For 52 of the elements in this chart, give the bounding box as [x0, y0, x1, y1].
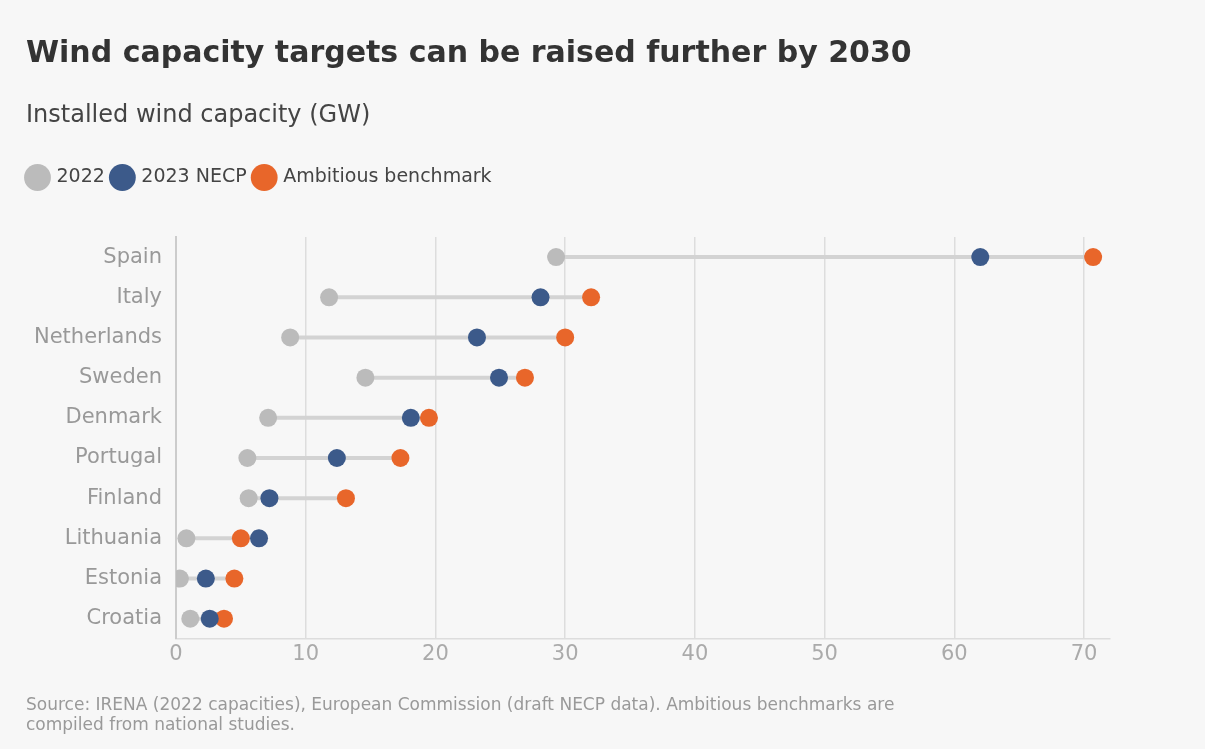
- point: [419, 408, 438, 427]
- point: [490, 368, 509, 387]
- y-tick-label: Estonia: [84, 564, 163, 589]
- point: [225, 569, 244, 588]
- point: [196, 569, 215, 588]
- x-tick-label: 40: [681, 640, 709, 665]
- point: [582, 288, 601, 307]
- point: [467, 328, 486, 347]
- point: [401, 408, 420, 427]
- x-tick-label: 10: [292, 640, 320, 665]
- x-tick-label: 20: [422, 640, 449, 665]
- point: [971, 248, 990, 267]
- y-tick-label: Sweden: [79, 364, 163, 389]
- point: [238, 448, 257, 467]
- point: [259, 408, 278, 427]
- chart-title: Wind capacity targets can be raised further by 2030: [26, 34, 912, 69]
- x-tick-label: 30: [551, 640, 579, 665]
- source-note: Source: IRENA (2022 capacities), European Commission (draft NECP data). Ambitious benchmarks are compiled from national studies.: [26, 694, 896, 734]
- point: [260, 489, 279, 508]
- y-tick-label: Finland: [86, 484, 163, 509]
- legend-label: Ambitious benchmark: [283, 164, 492, 187]
- x-tick-label: 60: [940, 640, 968, 665]
- point: [281, 328, 300, 347]
- y-tick-label: Spain: [103, 243, 163, 268]
- point: [1084, 248, 1103, 267]
- y-tick-label: Croatia: [86, 605, 163, 630]
- point: [327, 448, 346, 467]
- y-tick-label: Lithuania: [64, 524, 163, 549]
- point: [515, 368, 534, 387]
- x-tick-label: 70: [1070, 640, 1098, 665]
- point: [556, 328, 575, 347]
- y-tick-label: Italy: [116, 283, 163, 308]
- point: [250, 529, 269, 548]
- x-tick-label: 0: [169, 640, 183, 665]
- legend-label: 2023 NECP: [141, 164, 247, 187]
- point: [391, 448, 410, 467]
- point: [231, 529, 250, 548]
- y-tick-label: Netherlands: [33, 323, 163, 348]
- point: [200, 609, 219, 628]
- y-tick-label: Denmark: [65, 404, 163, 429]
- y-tick-label: Portugal: [75, 444, 163, 469]
- point: [547, 248, 566, 267]
- point: [177, 529, 196, 548]
- point: [320, 288, 339, 307]
- point: [336, 489, 355, 508]
- point: [356, 368, 375, 387]
- point: [531, 288, 550, 307]
- point: [181, 609, 200, 628]
- point: [239, 489, 258, 508]
- chart-subtitle: Installed wind capacity (GW): [26, 100, 371, 128]
- x-tick-label: 50: [811, 640, 838, 665]
- legend-label: 2022: [56, 164, 105, 187]
